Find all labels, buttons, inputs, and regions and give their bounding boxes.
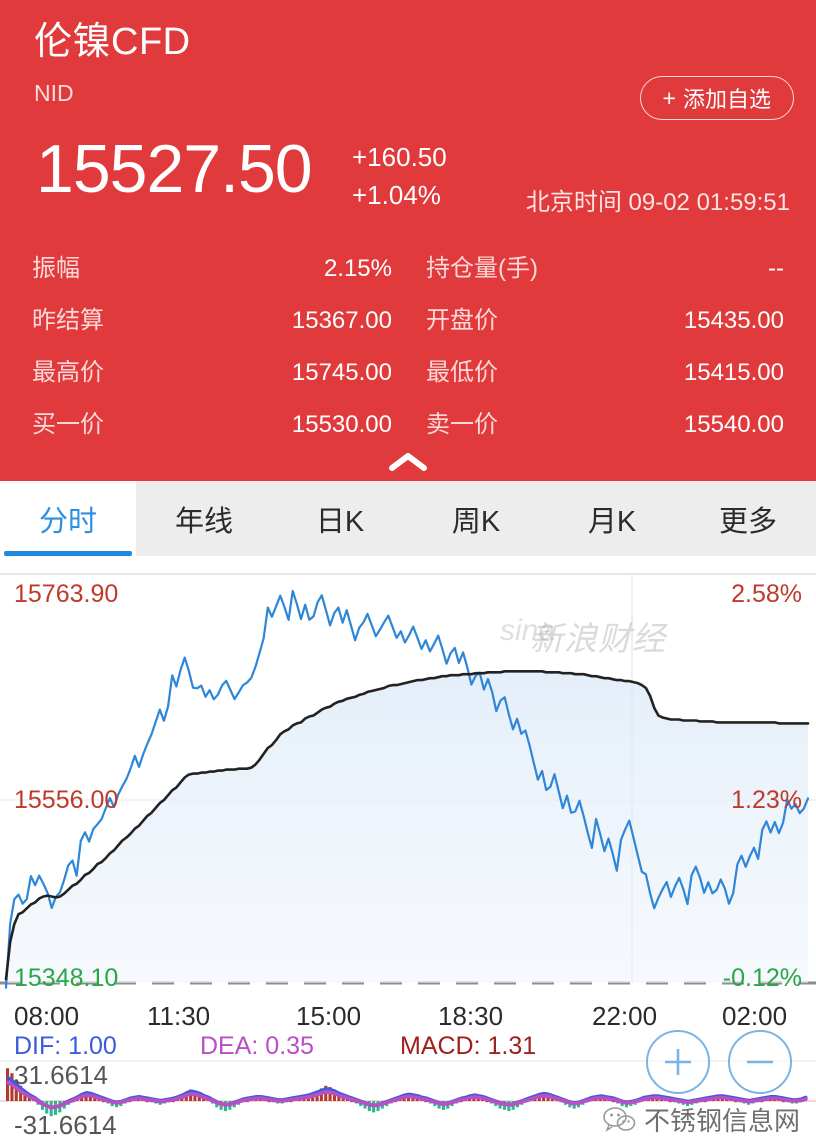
stat-label: 最低价 [426, 359, 498, 386]
tab-label: 日K [315, 505, 365, 538]
macd-macd-value: MACD: 1.31 [400, 1032, 537, 1060]
macd-dif-value: DIF: 1.00 [14, 1032, 117, 1060]
tab-month-k[interactable]: 月K [544, 481, 680, 556]
tab-label: 分时 [38, 505, 97, 538]
chart-zoom-controls [646, 1030, 792, 1094]
stat-label: 持仓量(手) [426, 255, 538, 282]
stat-label: 买一价 [32, 411, 104, 438]
stat-label: 开盘价 [426, 307, 498, 334]
time-tick: 15:00 [296, 1000, 362, 1031]
tab-label: 更多 [718, 505, 777, 538]
stat-value: 15367.00 [291, 307, 392, 334]
zoom-in-button[interactable] [646, 1030, 710, 1094]
axis-pct-low: -0.12% [722, 964, 802, 992]
stat-value: 15540.00 [683, 411, 784, 438]
time-tick: 11:30 [147, 1000, 211, 1031]
chevron-up-icon [389, 453, 427, 471]
macd-dea-value: DEA: 0.35 [200, 1032, 314, 1060]
stat-label: 昨结算 [32, 307, 104, 334]
beijing-time: 北京时间 09-02 01:59:51 [525, 189, 790, 216]
stat-item: 最高价 15745.00 [0, 352, 408, 404]
add-favorite-label: 添加自选 [682, 87, 771, 112]
macd-legend: DIF: 1.00 DEA: 0.35 MACD: 1.31 [0, 1034, 816, 1068]
axis-price-mid: 15556.00 [14, 786, 119, 814]
collapse-panel-button[interactable] [0, 449, 816, 475]
symbol-code: NID [34, 80, 74, 106]
quote-header: 伦镍CFD NID + 添加自选 15527.50 +160.50 +1.04%… [0, 0, 816, 481]
stat-item: 卖一价 15540.00 [408, 404, 816, 456]
stat-value: 2.15% [323, 255, 392, 282]
price-change-group: +160.50 +1.04% [352, 139, 447, 214]
stat-label: 最高价 [32, 359, 104, 386]
stat-label: 振幅 [32, 255, 80, 282]
stat-item: 振幅 2.15% [0, 248, 408, 300]
change-absolute: +160.50 [352, 142, 447, 172]
chart-tab-bar: 分时 年线 日K 周K 月K 更多 [0, 481, 816, 556]
axis-pct-mid: 1.23% [731, 786, 802, 814]
stat-value: 15415.00 [683, 359, 784, 386]
intraday-chart-panel[interactable]: sina 新浪财经 15763.90 2.58% 15556.00 1.23% … [0, 556, 816, 1144]
stat-value: 15745.00 [291, 359, 392, 386]
time-tick: 18:30 [438, 1000, 504, 1031]
tab-week-k[interactable]: 周K [408, 481, 544, 556]
stat-item: 买一价 15530.00 [0, 404, 408, 456]
axis-pct-high: 2.58% [731, 580, 802, 608]
wechat-icon [603, 1106, 636, 1132]
stat-value: 15435.00 [683, 307, 784, 334]
plus-icon: + [662, 84, 676, 111]
time-tick: 02:00 [722, 1000, 788, 1031]
change-percent: +1.04% [352, 179, 441, 210]
stat-item: 昨结算 15367.00 [0, 300, 408, 352]
tab-label: 周K [451, 505, 501, 538]
tab-label: 月K [587, 505, 637, 538]
stat-item: 开盘价 15435.00 [408, 300, 816, 352]
bottom-watermark: 不锈钢信息网 [602, 1101, 800, 1138]
time-tick: 08:00 [14, 1000, 80, 1031]
tab-day-k[interactable]: 日K [272, 481, 408, 556]
tab-fenshi[interactable]: 分时 [0, 481, 136, 556]
axis-price-low: 15348.10 [14, 964, 119, 992]
stat-item: 持仓量(手) -- [408, 248, 816, 300]
tab-label: 年线 [174, 505, 233, 538]
stat-value: 15530.00 [291, 411, 392, 438]
add-favorite-button[interactable]: + 添加自选 [639, 76, 794, 120]
plus-icon [665, 1049, 691, 1075]
macd-scale-bottom: -31.6614 [14, 1110, 117, 1140]
macd-scale-top: 31.6614 [14, 1060, 108, 1090]
stat-label: 卖一价 [426, 411, 498, 438]
quote-stats-grid: 振幅 2.15% 持仓量(手) -- 昨结算 15367.00 开盘价 1543… [0, 248, 816, 456]
stat-item: 最低价 15415.00 [408, 352, 816, 404]
time-axis: 08:00 11:30 15:00 18:30 22:00 02:00 [0, 996, 816, 1036]
page-title: 伦镍CFD [34, 21, 191, 63]
intraday-chart-svg[interactable] [0, 556, 816, 1144]
stat-value: -- [768, 255, 784, 282]
time-tick: 22:00 [592, 1000, 658, 1031]
zoom-out-button[interactable] [728, 1030, 792, 1094]
minus-icon [747, 1060, 773, 1064]
bottom-watermark-label: 不锈钢信息网 [643, 1106, 800, 1136]
tab-nianxian[interactable]: 年线 [136, 481, 272, 556]
last-price: 15527.50 [36, 131, 313, 207]
tab-more[interactable]: 更多 [680, 481, 816, 556]
axis-price-high: 15763.90 [14, 580, 119, 608]
